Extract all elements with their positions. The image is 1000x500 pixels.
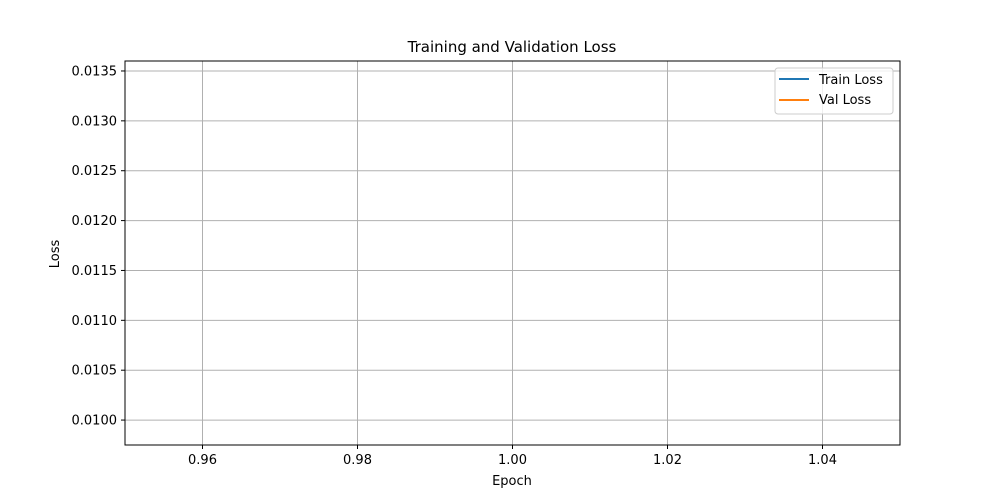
y-tick-label: 0.0100 [72, 414, 118, 429]
chart-title: Training and Validation Loss [407, 38, 617, 56]
y-tick-label: 0.0105 [72, 364, 118, 379]
x-tick-label: 1.00 [498, 453, 527, 468]
legend-label-val-loss: Val Loss [819, 93, 871, 108]
x-tick-label: 1.04 [808, 453, 837, 468]
grid-lines [125, 61, 900, 445]
legend-label-train-loss: Train Loss [818, 73, 883, 88]
y-tick-label: 0.0135 [72, 64, 118, 79]
x-tick-label: 1.02 [653, 453, 682, 468]
y-tick-label: 0.0115 [72, 264, 118, 279]
x-axis-label: Epoch [492, 474, 532, 489]
y-axis-label: Loss [48, 240, 63, 269]
y-tick-label: 0.0125 [72, 164, 118, 179]
y-axis-ticks: 0.0100 0.0105 0.0110 0.0115 0.0120 0.0125 0.01… [72, 64, 125, 429]
x-tick-label: 0.98 [343, 453, 372, 468]
y-tick-label: 0.0130 [72, 114, 118, 129]
legend: Train Loss Val Loss [774, 67, 894, 115]
x-axis-ticks: 0.96 0.98 1.00 1.02 1.04 [188, 445, 837, 468]
y-tick-label: 0.0110 [72, 314, 118, 329]
y-tick-label: 0.0120 [72, 214, 118, 229]
x-tick-label: 0.96 [188, 453, 217, 468]
